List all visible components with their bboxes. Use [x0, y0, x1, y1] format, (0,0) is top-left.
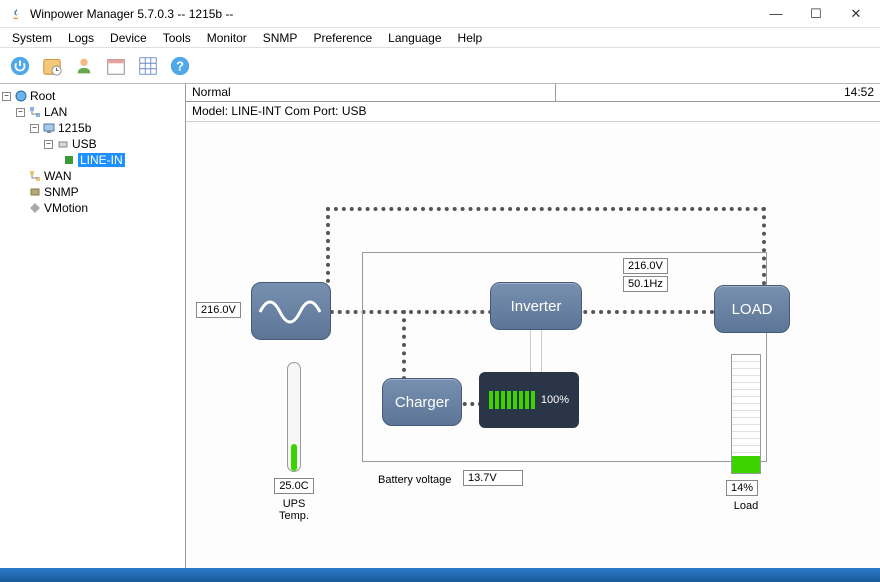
load-label: Load [726, 500, 766, 512]
battery-voltage: 13.7V [463, 470, 523, 486]
battery-voltage-label: Battery voltage [378, 474, 451, 486]
grid-icon[interactable] [134, 52, 162, 80]
tree-snmp[interactable]: SNMP [2, 184, 183, 200]
thermometer-icon [287, 362, 301, 472]
collapse-icon[interactable]: − [30, 124, 39, 133]
menu-tools[interactable]: Tools [155, 29, 199, 47]
taskbar [0, 568, 880, 582]
input-voltage: 216.0V [196, 302, 241, 318]
close-button[interactable]: ✕ [836, 1, 876, 27]
tree-usb[interactable]: − USB [2, 136, 183, 152]
menu-device[interactable]: Device [102, 29, 155, 47]
network-icon [28, 105, 42, 119]
status-row: Normal 14:52 [186, 84, 880, 102]
status-time: 14:52 [556, 84, 880, 101]
tree-label: LAN [44, 105, 67, 119]
collapse-icon[interactable]: − [2, 92, 11, 101]
tree-panel: − Root − LAN − 1215b − USB LINE-IN WAN [0, 84, 186, 582]
ups-icon [62, 153, 76, 167]
tree-label: Root [30, 89, 55, 103]
menu-system[interactable]: System [4, 29, 60, 47]
ups-temp-value: 25.0C [274, 478, 313, 494]
tree-label: 1215b [58, 121, 91, 135]
computer-icon [42, 121, 56, 135]
menu-logs[interactable]: Logs [60, 29, 102, 47]
tree-label: LINE-IN [78, 153, 125, 167]
bypass-line-top [326, 207, 766, 211]
menu-monitor[interactable]: Monitor [199, 29, 255, 47]
output-voltage: 216.0V [623, 258, 668, 274]
tree-root[interactable]: − Root [2, 88, 183, 104]
vmotion-icon [28, 201, 42, 215]
snmp-icon [28, 185, 42, 199]
output-freq: 50.1Hz [623, 276, 668, 292]
titlebar: Winpower Manager 5.7.0.3 -- 1215b -- — ☐… [0, 0, 880, 28]
ups-temp-label: UPS Temp. [274, 498, 314, 522]
tree-host[interactable]: − 1215b [2, 120, 183, 136]
load-meter: 14% Load [726, 354, 766, 512]
thermo-fill [291, 444, 297, 471]
window-title: Winpower Manager 5.7.0.3 -- 1215b -- [30, 7, 756, 21]
tree-lineint[interactable]: LINE-IN [2, 152, 183, 168]
maximize-button[interactable]: ☐ [796, 1, 836, 27]
svg-text:?: ? [176, 58, 184, 73]
inverter-battery-link [530, 330, 542, 372]
network-icon [28, 169, 42, 183]
collapse-icon[interactable]: − [16, 108, 25, 117]
menu-help[interactable]: Help [450, 29, 491, 47]
load-fill [732, 456, 760, 473]
load-bar-icon [731, 354, 761, 474]
charger-node: Charger [382, 378, 462, 426]
globe-icon [14, 89, 28, 103]
schedule-icon[interactable] [38, 52, 66, 80]
inverter-node: Inverter [490, 282, 582, 330]
minimize-button[interactable]: — [756, 1, 796, 27]
collapse-icon[interactable]: − [44, 140, 53, 149]
tree-label: USB [72, 137, 97, 151]
help-icon[interactable]: ? [166, 52, 194, 80]
power-icon[interactable] [6, 52, 34, 80]
tree-vmotion[interactable]: VMotion [2, 200, 183, 216]
menu-language[interactable]: Language [380, 29, 449, 47]
diagram: 216.0V Inverter Charger 100% 21 [186, 122, 880, 582]
toolbar: ? [0, 48, 880, 84]
tree-wan[interactable]: WAN [2, 168, 183, 184]
menu-snmp[interactable]: SNMP [255, 29, 306, 47]
status-text: Normal [186, 84, 556, 101]
battery-bars [489, 391, 535, 409]
load-value: 14% [726, 480, 758, 496]
tree-lan[interactable]: − LAN [2, 104, 183, 120]
user-icon[interactable] [70, 52, 98, 80]
tree-label: VMotion [44, 201, 88, 215]
input-node [251, 282, 331, 340]
port-icon [56, 137, 70, 151]
calendar-icon[interactable] [102, 52, 130, 80]
battery-node: 100% [479, 372, 579, 428]
java-icon [8, 6, 24, 22]
tree-label: SNMP [44, 185, 79, 199]
menubar: System Logs Device Tools Monitor SNMP Pr… [0, 28, 880, 48]
model-row: Model: LINE-INT Com Port: USB [186, 102, 880, 122]
tree-label: WAN [44, 169, 72, 183]
ups-temp: 25.0C UPS Temp. [274, 362, 314, 522]
battery-pct: 100% [541, 394, 569, 406]
load-node: LOAD [714, 285, 790, 333]
content: − Root − LAN − 1215b − USB LINE-IN WAN [0, 84, 880, 582]
menu-preference[interactable]: Preference [305, 29, 380, 47]
main-panel: Normal 14:52 Model: LINE-INT Com Port: U… [186, 84, 880, 582]
